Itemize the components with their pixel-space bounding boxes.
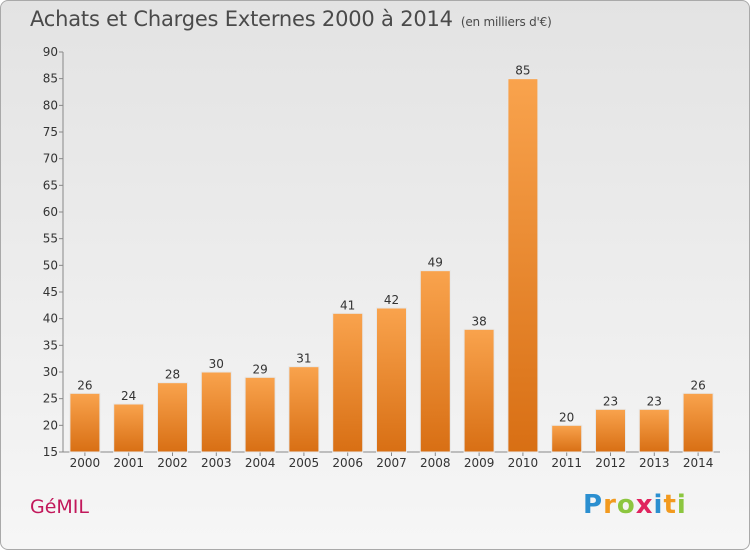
y-tick-label: 55 (43, 232, 58, 246)
bar-value-label: 29 (252, 362, 267, 376)
logo-letter: r (603, 490, 617, 520)
x-tick-label: 2005 (289, 456, 320, 470)
bar-value-label: 26 (690, 378, 705, 392)
bar (551, 424, 583, 453)
y-tick-label: 50 (43, 258, 58, 272)
bar-value-label: 20 (559, 410, 574, 424)
bar-value-label: 38 (471, 314, 486, 328)
bar-value-label: 30 (209, 357, 224, 371)
bar (244, 376, 276, 453)
chart-subtitle: (en milliers d'€) (460, 15, 552, 29)
proxiti-logo[interactable]: Proxiti (583, 490, 687, 520)
bar (638, 408, 670, 453)
x-tick-label: 2000 (70, 456, 101, 470)
logo-letter: x (635, 490, 654, 520)
y-tick-label: 70 (43, 152, 58, 166)
bar-value-label: 23 (647, 394, 662, 408)
y-tick-label: 15 (43, 445, 58, 459)
bar-value-label: 23 (603, 394, 618, 408)
bar-value-label: 24 (121, 389, 136, 403)
bar (200, 371, 232, 453)
chart-title: Achats et Charges Externes 2000 à 2014 (e… (30, 7, 552, 31)
bar-value-label: 41 (340, 298, 355, 312)
chart-axes: 15 20 25 30 35 40 45 50 55 60 65 70 75 80 85 90 2000 2001… (43, 45, 720, 470)
x-tick-label: 2003 (201, 456, 232, 470)
x-tick-label: 2010 (508, 456, 539, 470)
logo-letter: o (616, 490, 636, 520)
bar-value-label: 85 (515, 64, 530, 78)
logo-letter: t (663, 490, 677, 520)
bar (507, 78, 539, 453)
bar-value-label: 28 (165, 368, 180, 382)
y-tick-label: 65 (43, 178, 58, 192)
y-tick-label: 35 (43, 338, 58, 352)
bar (419, 270, 451, 453)
x-tick-label: 2009 (464, 456, 495, 470)
x-tick-label: 2004 (245, 456, 276, 470)
bar (463, 328, 495, 453)
place-name: GéMIL (30, 496, 89, 518)
x-tick-label: 2002 (157, 456, 188, 470)
y-tick-label: 40 (43, 312, 58, 326)
y-tick-label: 30 (43, 365, 58, 379)
x-tick-label: 2014 (683, 456, 714, 470)
bar (376, 307, 407, 453)
x-tick-label: 2013 (639, 456, 670, 470)
bar (682, 392, 714, 453)
x-tick-label: 2011 (551, 456, 582, 470)
bar (157, 382, 188, 453)
chart-bars (69, 78, 714, 453)
x-tick-label: 2001 (113, 456, 144, 470)
x-tick-label: 2008 (420, 456, 451, 470)
x-tick-label: 2012 (595, 456, 626, 470)
bar-value-label: 49 (428, 256, 443, 270)
chart-value-labels: 26 24 28 30 29 31 41 42 49 38 85 20 23 23 26 (77, 64, 705, 425)
y-tick-label: 80 (43, 98, 58, 112)
bar (69, 392, 101, 453)
x-tick-label: 2007 (376, 456, 407, 470)
y-tick-label: 60 (43, 205, 58, 219)
bar (332, 312, 364, 453)
y-tick-label: 75 (43, 125, 58, 139)
chart-title-text: Achats et Charges Externes 2000 à 2014 (30, 7, 453, 31)
bar (113, 403, 145, 453)
bar (288, 366, 320, 453)
y-tick-label: 85 (43, 72, 58, 86)
y-tick-label: 45 (43, 285, 58, 299)
y-tick-label: 25 (43, 392, 58, 406)
y-tick-label: 20 (43, 418, 58, 432)
bar (595, 408, 626, 453)
y-tick-label: 90 (43, 45, 58, 59)
bar-value-label: 26 (77, 378, 92, 392)
x-tick-label: 2006 (332, 456, 363, 470)
logo-letter: i (676, 490, 687, 520)
bar-value-label: 42 (384, 293, 399, 307)
logo-letter: P (583, 490, 604, 520)
bar-value-label: 31 (296, 352, 311, 366)
logo-letter: i (653, 490, 664, 520)
